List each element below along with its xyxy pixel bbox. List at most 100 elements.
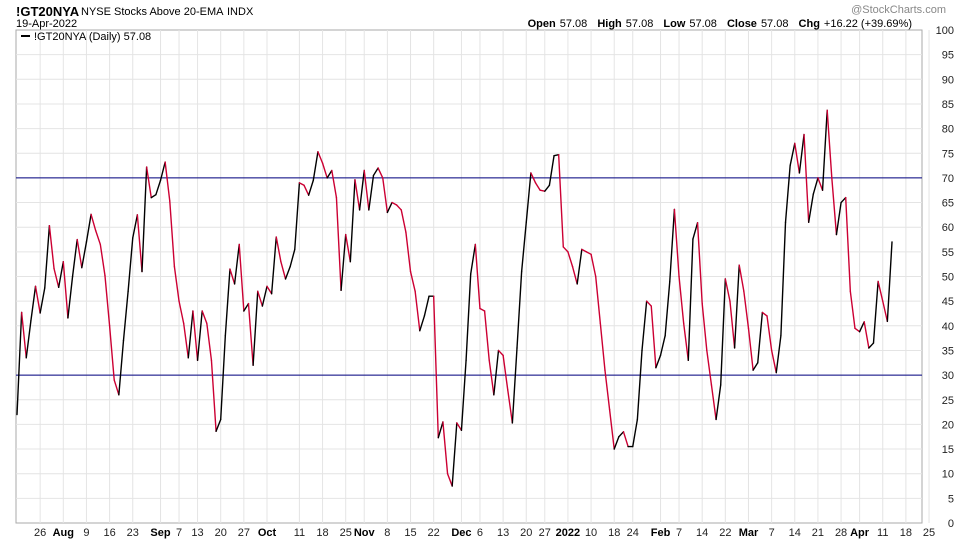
series-segment <box>571 265 578 285</box>
series-segment <box>432 295 439 439</box>
series-segment <box>479 307 486 312</box>
series-segment <box>90 213 97 232</box>
series-segment <box>576 248 583 285</box>
series-segment <box>451 422 458 487</box>
series-segment <box>252 290 259 366</box>
series-segment <box>169 200 176 268</box>
series-segment <box>95 229 102 246</box>
y-tick-label: 15 <box>942 444 954 456</box>
series-segment <box>622 431 629 448</box>
series-segment <box>349 179 356 263</box>
series-segment <box>553 154 560 157</box>
x-tick-label: Mar <box>739 527 759 539</box>
series-segment <box>590 253 597 278</box>
series-segment <box>715 384 722 421</box>
series-segment <box>71 238 78 278</box>
open-value: 57.08 <box>560 18 588 30</box>
x-tick-label: 6 <box>477 527 483 539</box>
chg-label: Chg <box>799 18 820 30</box>
series-segment <box>118 339 125 396</box>
series-segment <box>141 166 148 273</box>
series-segment <box>229 268 236 285</box>
series-segment <box>294 182 301 251</box>
series-segment <box>210 359 217 433</box>
series-segment <box>632 418 639 448</box>
series-segment <box>81 241 88 269</box>
y-tick-label: 60 <box>942 222 954 234</box>
series-segment <box>354 179 361 211</box>
close-value: 57.08 <box>761 18 789 30</box>
x-tick-label: 18 <box>900 527 912 539</box>
series-segment <box>196 310 203 362</box>
series-segment <box>419 315 426 332</box>
series-segment <box>664 280 671 337</box>
x-tick-label: 7 <box>176 527 182 539</box>
y-tick-label: 70 <box>942 173 954 185</box>
y-tick-label: 30 <box>942 370 954 382</box>
series-segment <box>20 311 27 359</box>
series-segment <box>798 133 805 174</box>
x-tick-label: 16 <box>103 527 115 539</box>
series-segment <box>534 182 541 191</box>
series-segment <box>437 421 444 439</box>
symbol-name: NYSE Stocks Above 20-EMA <box>81 6 224 18</box>
series-segment <box>807 193 814 223</box>
series-segment <box>706 349 713 386</box>
series-segment <box>340 233 347 292</box>
series-segment <box>544 184 551 192</box>
x-tick-label: 15 <box>404 527 416 539</box>
series-segment <box>173 265 180 302</box>
series-segment <box>567 251 574 268</box>
y-tick-label: 5 <box>948 493 954 505</box>
y-tick-label: 80 <box>942 124 954 136</box>
x-tick-label: 24 <box>627 527 639 539</box>
series-segment <box>363 169 370 211</box>
series-segment <box>530 172 537 184</box>
y-tick-label: 35 <box>942 345 954 357</box>
series-segment <box>877 280 884 302</box>
x-tick-label: 7 <box>769 527 775 539</box>
series-segment <box>261 285 268 307</box>
series-segment <box>733 264 740 349</box>
legend: !GT20NYA (Daily) 57.08 <box>21 31 151 43</box>
series-segment <box>178 300 185 325</box>
series-segment <box>326 169 333 179</box>
series-segment <box>784 164 791 223</box>
series-segment <box>39 287 46 314</box>
series-segment <box>220 334 227 421</box>
x-tick-label: 21 <box>812 527 824 539</box>
series-segment <box>696 222 703 305</box>
series-segment <box>257 290 264 307</box>
series-segment <box>470 243 477 275</box>
series-segment <box>442 421 449 475</box>
x-tick-label: Oct <box>258 527 277 539</box>
series-segment <box>757 311 764 364</box>
series-segment <box>682 322 689 362</box>
series-segment <box>608 408 615 450</box>
low-value: 57.08 <box>689 18 717 30</box>
series-segment <box>270 236 277 295</box>
x-tick-label: 27 <box>539 527 551 539</box>
x-tick-label: 14 <box>789 527 801 539</box>
series-segment <box>307 179 314 196</box>
x-tick-label: 22 <box>719 527 731 539</box>
series-segment <box>497 349 504 357</box>
series-segment <box>511 347 518 424</box>
y-tick-label: 65 <box>942 198 954 210</box>
y-tick-label: 40 <box>942 321 954 333</box>
series-segment <box>710 384 717 421</box>
y-tick-label: 50 <box>942 272 954 284</box>
x-tick-label: 18 <box>608 527 620 539</box>
series-segment <box>335 196 342 292</box>
series-segment <box>817 177 824 191</box>
series-segment <box>645 300 652 307</box>
grid-layer <box>16 30 930 523</box>
x-tick-label: 8 <box>384 527 390 539</box>
series-segment <box>113 379 120 396</box>
series-segment <box>701 302 708 352</box>
high-label: High <box>597 18 622 30</box>
series-segment <box>57 261 64 289</box>
series-segment <box>48 225 55 270</box>
series-segment <box>821 109 828 191</box>
